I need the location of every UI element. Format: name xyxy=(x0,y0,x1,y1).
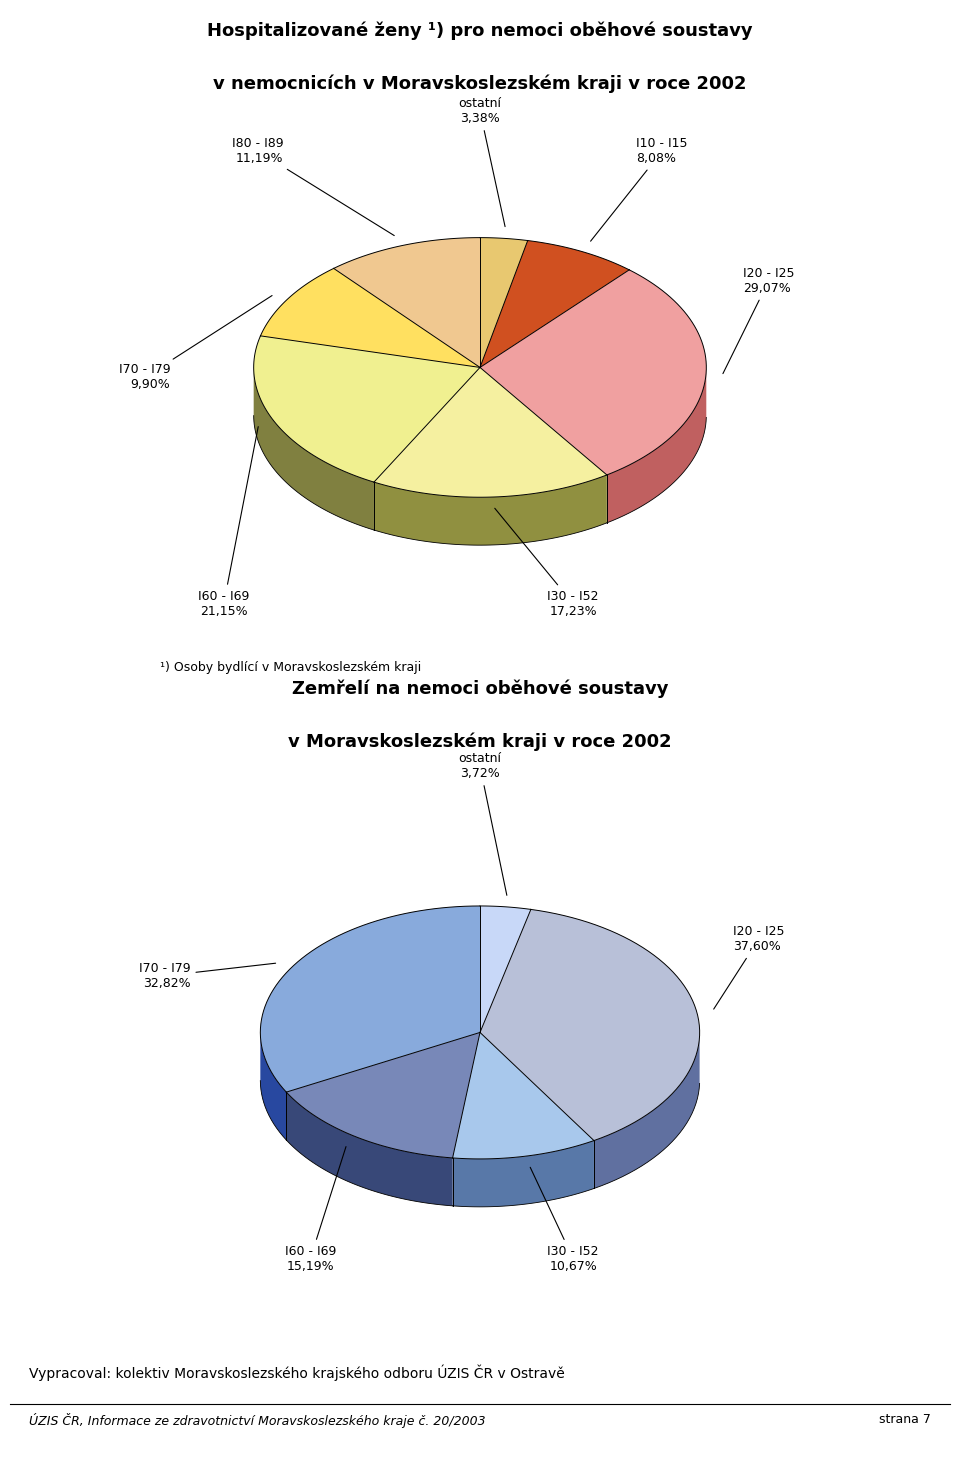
Polygon shape xyxy=(480,240,629,367)
Text: Zemřelí na nemoci oběhové soustavy: Zemřelí na nemoci oběhové soustavy xyxy=(292,680,668,698)
Text: I60 - I69
21,15%: I60 - I69 21,15% xyxy=(198,427,258,617)
Polygon shape xyxy=(260,1033,286,1140)
Polygon shape xyxy=(286,1033,480,1157)
Text: I70 - I79
32,82%: I70 - I79 32,82% xyxy=(139,961,276,990)
Text: ostatní
3,38%: ostatní 3,38% xyxy=(459,97,505,227)
Text: strana 7: strana 7 xyxy=(879,1413,931,1426)
Text: v nemocnicích v Moravskoslezském kraji v roce 2002: v nemocnicích v Moravskoslezském kraji v… xyxy=(213,75,747,94)
Text: I20 - I25
29,07%: I20 - I25 29,07% xyxy=(723,266,795,373)
Text: ostatní
3,72%: ostatní 3,72% xyxy=(459,752,507,895)
Polygon shape xyxy=(253,336,480,483)
Polygon shape xyxy=(253,367,374,530)
Text: I20 - I25
37,60%: I20 - I25 37,60% xyxy=(713,925,784,1009)
Polygon shape xyxy=(334,237,480,367)
Polygon shape xyxy=(480,906,531,1033)
Polygon shape xyxy=(260,906,480,1091)
Polygon shape xyxy=(480,237,528,367)
Polygon shape xyxy=(452,1033,594,1159)
Text: I70 - I79
9,90%: I70 - I79 9,90% xyxy=(119,296,272,392)
Text: v Moravskoslezském kraji v roce 2002: v Moravskoslezském kraji v roce 2002 xyxy=(288,733,672,752)
Text: I30 - I52
10,67%: I30 - I52 10,67% xyxy=(530,1167,599,1273)
Text: ¹) Osoby bydlící v Moravskoslezském kraji: ¹) Osoby bydlící v Moravskoslezském kraj… xyxy=(160,661,421,673)
Text: ÚZIS ČR, Informace ze zdravotnictví Moravskoslezského kraje č. 20/2003: ÚZIS ČR, Informace ze zdravotnictví Mora… xyxy=(29,1413,486,1428)
Text: I80 - I89
11,19%: I80 - I89 11,19% xyxy=(232,138,395,236)
Polygon shape xyxy=(374,367,607,497)
Polygon shape xyxy=(480,269,707,475)
Text: Hospitalizované ženy ¹) pro nemoci oběhové soustavy: Hospitalizované ženy ¹) pro nemoci oběho… xyxy=(207,22,753,40)
Text: I30 - I52
17,23%: I30 - I52 17,23% xyxy=(494,508,599,617)
Polygon shape xyxy=(286,1091,452,1206)
Polygon shape xyxy=(374,475,607,546)
Polygon shape xyxy=(260,268,480,367)
Polygon shape xyxy=(594,1036,700,1188)
Text: I10 - I15
8,08%: I10 - I15 8,08% xyxy=(590,138,688,241)
Text: Vypracoval: kolektiv Moravskoslezského krajského odboru ÚZIS ČR v Ostravě: Vypracoval: kolektiv Moravskoslezského k… xyxy=(29,1364,564,1381)
Text: I60 - I69
15,19%: I60 - I69 15,19% xyxy=(284,1147,346,1273)
Polygon shape xyxy=(607,370,707,522)
Polygon shape xyxy=(452,1141,594,1207)
Polygon shape xyxy=(480,910,700,1141)
